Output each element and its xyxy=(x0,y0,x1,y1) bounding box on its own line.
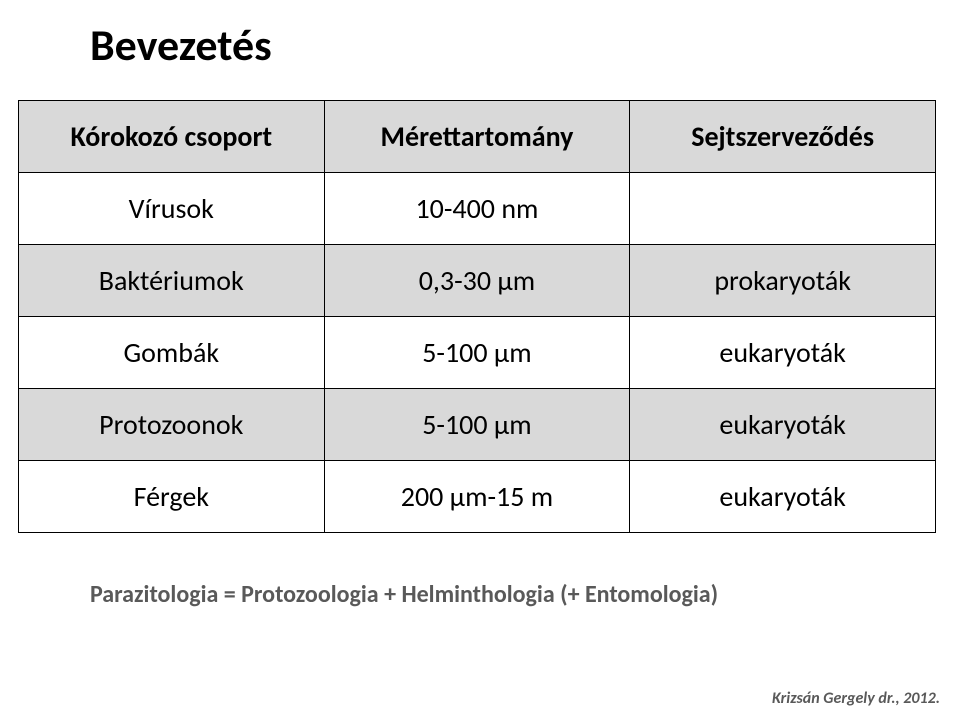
table-cell: 10-400 nm xyxy=(324,173,630,245)
table-cell: Protozoonok xyxy=(19,389,325,461)
table-cell: 5-100 μm xyxy=(324,389,630,461)
table-cell: eukaryoták xyxy=(630,389,936,461)
table-cell: Férgek xyxy=(19,461,325,533)
table-cell: Gombák xyxy=(19,317,325,389)
table-cell xyxy=(630,173,936,245)
table-cell: eukaryoták xyxy=(630,461,936,533)
table-header-cell: Sejtszerveződés xyxy=(630,101,936,173)
table-header-cell: Mérettartomány xyxy=(324,101,630,173)
footer-credit: Krizsán Gergely dr., 2012. xyxy=(772,689,940,708)
table-cell: Vírusok xyxy=(19,173,325,245)
table-row: Férgek 200 μm-15 m eukaryoták xyxy=(19,461,936,533)
table-header-cell: Kórokozó csoport xyxy=(19,101,325,173)
table-header-row: Kórokozó csoport Mérettartomány Sejtszer… xyxy=(19,101,936,173)
organism-table: Kórokozó csoport Mérettartomány Sejtszer… xyxy=(18,100,936,533)
table-cell: prokaryoták xyxy=(630,245,936,317)
table-cell: eukaryoták xyxy=(630,317,936,389)
table-cell: Baktériumok xyxy=(19,245,325,317)
table-row: Vírusok 10-400 nm xyxy=(19,173,936,245)
table-cell: 5-100 μm xyxy=(324,317,630,389)
table-cell: 0,3-30 μm xyxy=(324,245,630,317)
page-title: Bevezetés xyxy=(90,18,272,72)
formula-text: Parazitologia = Protozoologia + Helminth… xyxy=(90,580,718,609)
table-row: Protozoonok 5-100 μm eukaryoták xyxy=(19,389,936,461)
table-row: Gombák 5-100 μm eukaryoták xyxy=(19,317,936,389)
table-cell: 200 μm-15 m xyxy=(324,461,630,533)
table-row: Baktériumok 0,3-30 μm prokaryoták xyxy=(19,245,936,317)
